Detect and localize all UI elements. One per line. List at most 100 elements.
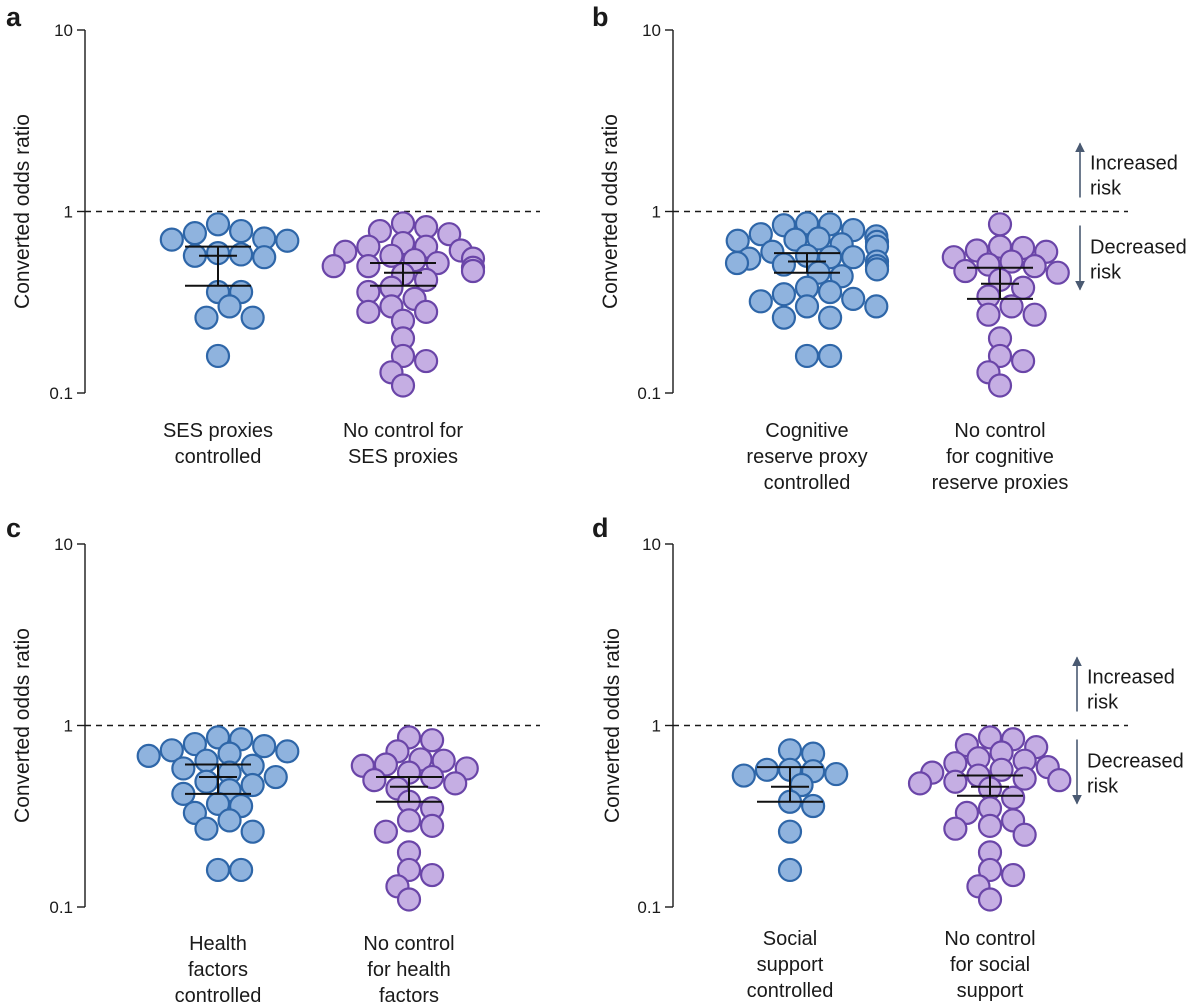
category-label-line: No control	[363, 933, 454, 955]
data-point	[771, 305, 797, 330]
data-point	[976, 302, 1001, 327]
category-label-line: Social	[763, 928, 817, 950]
data-point	[275, 228, 300, 253]
data-point	[1022, 254, 1047, 279]
data-point	[794, 343, 820, 369]
category-label-line: reserve proxy	[746, 446, 867, 468]
category-1: SES proxies controlled	[159, 212, 300, 468]
data-point	[841, 286, 866, 311]
risk-arrow-icon	[1072, 656, 1082, 666]
category-label-line: for health	[367, 959, 450, 981]
risk-arrow-icon	[1072, 795, 1082, 805]
data-point	[999, 294, 1024, 319]
data-point	[731, 763, 756, 788]
category-label-line: controlled	[764, 472, 851, 494]
y-tick-label: 0.1	[49, 898, 73, 917]
data-point	[907, 771, 933, 796]
data-point	[817, 305, 843, 330]
data-point	[943, 769, 968, 794]
data-point	[205, 725, 231, 750]
data-point	[205, 343, 231, 369]
y-axis-label: Converted odds ratio	[11, 628, 34, 823]
y-axis-label: Converted odds ratio	[599, 114, 622, 309]
category-label-line: factors	[379, 985, 439, 1003]
data-point	[748, 222, 773, 247]
category-1: Health factors controlled	[136, 725, 300, 1003]
decreased-risk-annotation: Decreased risk	[1075, 225, 1187, 291]
risk-label-line: Increased	[1090, 153, 1178, 175]
category-label-line: controlled	[175, 985, 262, 1003]
data-point	[390, 373, 416, 398]
data-point	[136, 743, 161, 768]
data-point	[182, 731, 207, 757]
data-point	[1010, 348, 1036, 374]
y-tick-label: 10	[54, 21, 73, 40]
data-point	[171, 756, 196, 781]
y-tick-label: 0.1	[637, 384, 661, 403]
data-point	[356, 299, 381, 324]
data-point	[194, 769, 219, 794]
risk-arrow-icon	[1075, 142, 1085, 152]
category-2: No control for SES proxies	[321, 211, 486, 468]
panel-letter: c	[6, 513, 21, 543]
category-label-line: support	[757, 954, 824, 976]
data-point	[443, 771, 468, 796]
data-point	[321, 254, 346, 279]
category-label: No control for cognitive reserve proxies	[932, 420, 1069, 494]
risk-label-line: risk	[1090, 262, 1122, 284]
data-point	[252, 734, 277, 759]
data-point	[1000, 862, 1026, 888]
category-label: SES proxies controlled	[163, 420, 273, 468]
data-point	[1047, 768, 1072, 793]
data-point	[748, 289, 773, 314]
category-2: No control for health factors	[350, 725, 479, 1003]
y-tick-label: 1	[64, 717, 73, 736]
y-tick-label: 1	[652, 203, 661, 222]
data-point	[420, 728, 445, 753]
panel-letter: b	[592, 2, 609, 32]
data-point	[953, 258, 978, 284]
data-point	[159, 738, 184, 763]
data-point	[987, 373, 1013, 398]
category-label-line: No control for	[343, 420, 463, 442]
category-label-line: SES proxies	[163, 420, 273, 442]
category-label: Health factors controlled	[175, 933, 262, 1003]
category-label: No control for health factors	[363, 933, 454, 1003]
data-point	[1000, 785, 1026, 810]
category-label: Cognitive reserve proxy controlled	[746, 420, 867, 494]
data-point	[205, 857, 231, 883]
data-point	[217, 808, 242, 833]
data-point	[460, 258, 486, 284]
data-point	[356, 254, 381, 279]
risk-label-line: Increased	[1087, 667, 1175, 689]
data-point	[379, 243, 404, 268]
category-label: Social support controlled	[747, 928, 834, 1002]
panel-d: d 0.1 1 10 Converted odds ratio Social support…	[592, 513, 1184, 1002]
data-point	[777, 819, 803, 844]
category-2: No control for social support	[907, 725, 1072, 1002]
data-point	[431, 748, 456, 773]
category-2: No control for cognitive reserve proxies	[932, 212, 1070, 494]
data-point	[362, 768, 387, 793]
category-label-line: factors	[188, 959, 248, 981]
data-point	[414, 299, 439, 324]
risk-label-line: risk	[1087, 692, 1119, 714]
risk-label-line: Decreased	[1087, 751, 1184, 773]
category-label-line: for cognitive	[946, 446, 1054, 468]
data-point	[771, 282, 797, 307]
data-point	[229, 218, 254, 244]
data-point	[252, 245, 277, 270]
data-point	[1045, 260, 1070, 285]
y-tick-label: 1	[64, 203, 73, 222]
data-point	[977, 887, 1003, 912]
data-point	[275, 739, 300, 764]
data-point	[356, 279, 381, 305]
category-label-line: Cognitive	[765, 420, 848, 442]
y-tick-label: 10	[642, 535, 661, 554]
category-label-line: controlled	[175, 446, 262, 468]
data-point	[396, 857, 422, 883]
y-tick-label: 10	[54, 535, 73, 554]
risk-label: Decreased risk	[1090, 237, 1187, 284]
data-point	[420, 862, 445, 888]
